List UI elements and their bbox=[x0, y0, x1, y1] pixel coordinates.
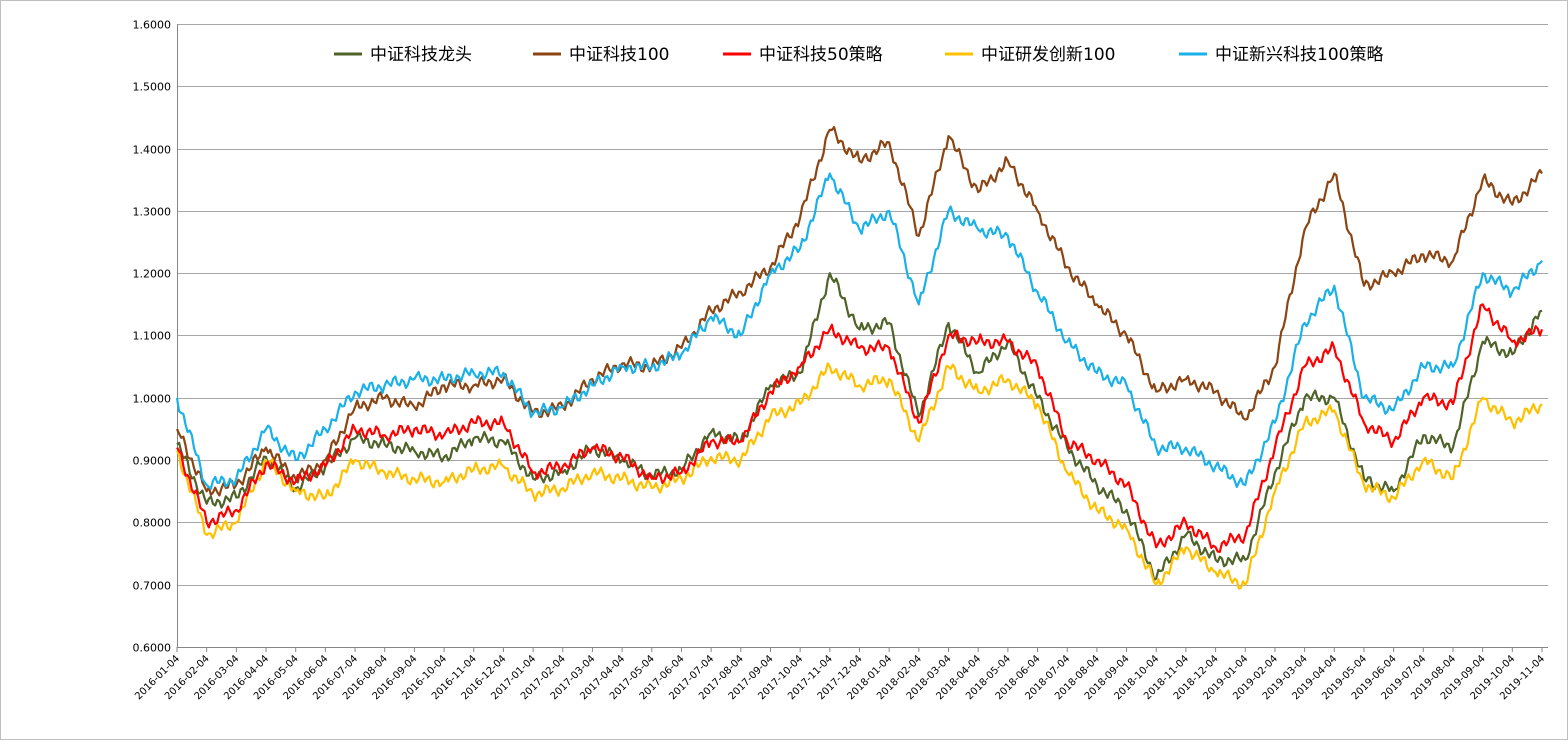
legend-label: 中证科技100 bbox=[569, 45, 669, 65]
y-tick-label: 1.5000 bbox=[133, 81, 172, 94]
y-tick-label: 1.2000 bbox=[133, 268, 172, 281]
y-tick-label: 1.3000 bbox=[133, 206, 172, 219]
legend-label: 中证研发创新100 bbox=[981, 45, 1115, 65]
axes: 0.6000 0.7000 0.8000 0.9000 1.0000 1.1000 1.20… bbox=[133, 19, 1549, 703]
legend: 中证科技龙头 中证科技100 中证科技50策略 中证研发创新100 中证新兴科技100策… bbox=[334, 45, 1383, 65]
gridlines bbox=[177, 25, 1548, 648]
y-tick-label: 0.9000 bbox=[133, 455, 172, 468]
y-tick-label: 1.0000 bbox=[133, 393, 172, 406]
y-tick-label: 1.6000 bbox=[133, 19, 172, 32]
legend-label: 中证新兴科技100策略 bbox=[1215, 45, 1383, 65]
series-line bbox=[177, 304, 1542, 552]
legend-label: 中证科技龙头 bbox=[370, 45, 472, 65]
legend-label: 中证科技50策略 bbox=[759, 45, 883, 65]
y-tick-label: 1.1000 bbox=[133, 330, 172, 343]
y-tick-label: 0.6000 bbox=[133, 642, 172, 655]
series-line bbox=[177, 273, 1542, 580]
y-tick-label: 0.7000 bbox=[133, 580, 172, 593]
y-tick-label: 0.8000 bbox=[133, 517, 172, 530]
y-tick-label: 1.4000 bbox=[133, 144, 172, 157]
series-lines bbox=[177, 127, 1542, 588]
